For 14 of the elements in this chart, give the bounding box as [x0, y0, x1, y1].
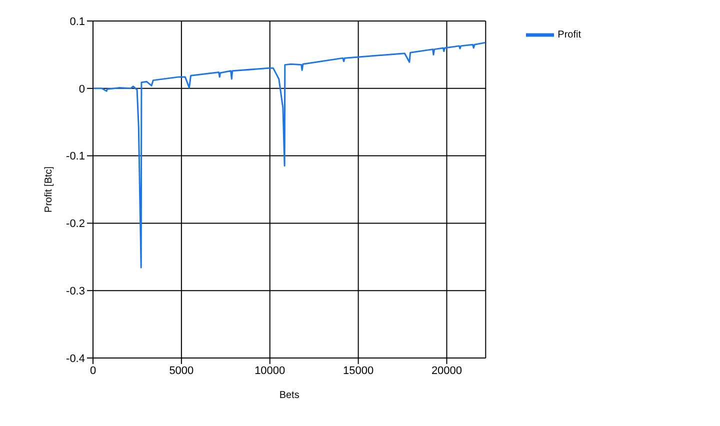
- y-tick-label: 0: [78, 83, 85, 96]
- y-tick-label: -0.4: [66, 352, 85, 365]
- x-tick-label: 5000: [169, 364, 194, 377]
- y-tick-label: -0.1: [66, 150, 85, 163]
- y-tick-label: -0.3: [66, 286, 85, 298]
- legend-label: Profit: [558, 30, 581, 41]
- x-tick-label: 0: [90, 364, 96, 377]
- x-axis-title: Bets: [279, 390, 300, 401]
- x-tick-label: 20000: [431, 364, 462, 377]
- x-tick-label: 15000: [343, 364, 374, 377]
- y-tick-label: 0.1: [70, 16, 85, 28]
- x-tick-label: 10000: [254, 364, 286, 377]
- y-axis-title: Profit [Btc]: [44, 166, 55, 213]
- y-tick-label: -0.2: [66, 218, 85, 230]
